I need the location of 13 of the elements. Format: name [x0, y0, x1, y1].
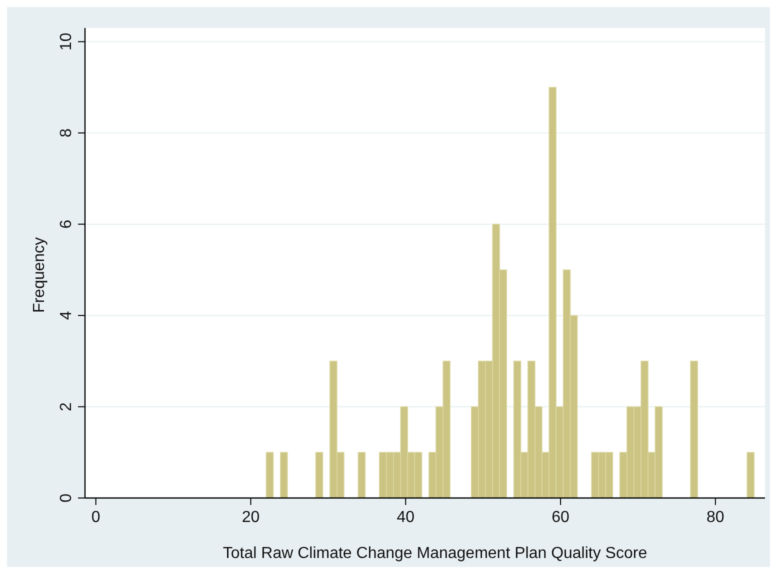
x-tick-label: 0 — [91, 509, 100, 526]
x-tick-label: 40 — [396, 509, 415, 526]
y-tick-label: 6 — [58, 220, 75, 229]
y-tick-label: 4 — [58, 310, 75, 320]
x-tick-label: 20 — [242, 509, 260, 526]
x-axis-title: Total Raw Climate Change Management Plan Quality Score — [222, 545, 648, 562]
x-tick-label: 60 — [552, 509, 570, 526]
y-tick-label: 2 — [58, 402, 75, 412]
x-tick-label: 80 — [706, 509, 724, 526]
y-tick-label: 8 — [58, 128, 75, 138]
y-tick-label: 0 — [58, 493, 75, 502]
y-axis-title: Frequency — [31, 237, 48, 313]
y-tick-label: 10 — [58, 32, 75, 51]
